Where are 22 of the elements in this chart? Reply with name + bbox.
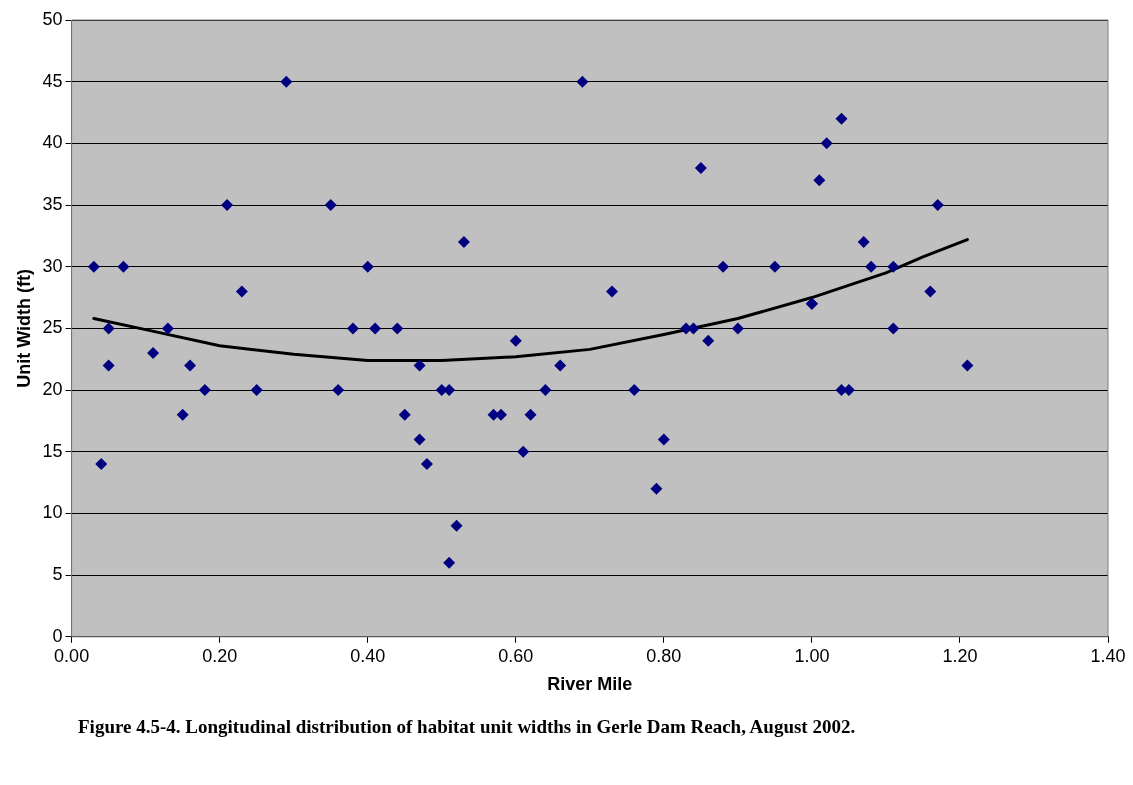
x-tick-label: 1.00 — [794, 645, 830, 666]
y-tick-label: 0 — [52, 625, 63, 646]
x-axis-title: River Mile — [547, 674, 633, 695]
x-tick-label: 0.00 — [54, 645, 90, 666]
x-tick-label: 1.20 — [942, 645, 978, 666]
y-tick-label: 15 — [42, 440, 63, 461]
x-tick-label: 0.40 — [350, 645, 386, 666]
y-tick-label: 30 — [42, 255, 63, 276]
y-tick-label: 5 — [52, 564, 63, 585]
x-tick-label: 0.80 — [646, 645, 682, 666]
y-tick-label: 20 — [42, 379, 63, 400]
y-tick-label: 40 — [42, 132, 63, 153]
y-tick-label: 35 — [42, 194, 63, 215]
x-tick-label: 1.40 — [1090, 645, 1126, 666]
caption: Figure 4.5-4. Longitudinal distribution of habitat unit widths in Gerle Dam Reach, August 2002. — [78, 715, 857, 739]
y-axis-title: Unit Width (ft) — [13, 269, 34, 388]
y-tick-label: 50 — [42, 8, 63, 29]
y-tick-label: 25 — [42, 317, 63, 338]
y-tick-label: 10 — [42, 502, 63, 523]
y-tick-label: 45 — [42, 70, 63, 91]
x-tick-label: 0.20 — [202, 645, 238, 666]
x-tick-label: 0.60 — [498, 645, 534, 666]
